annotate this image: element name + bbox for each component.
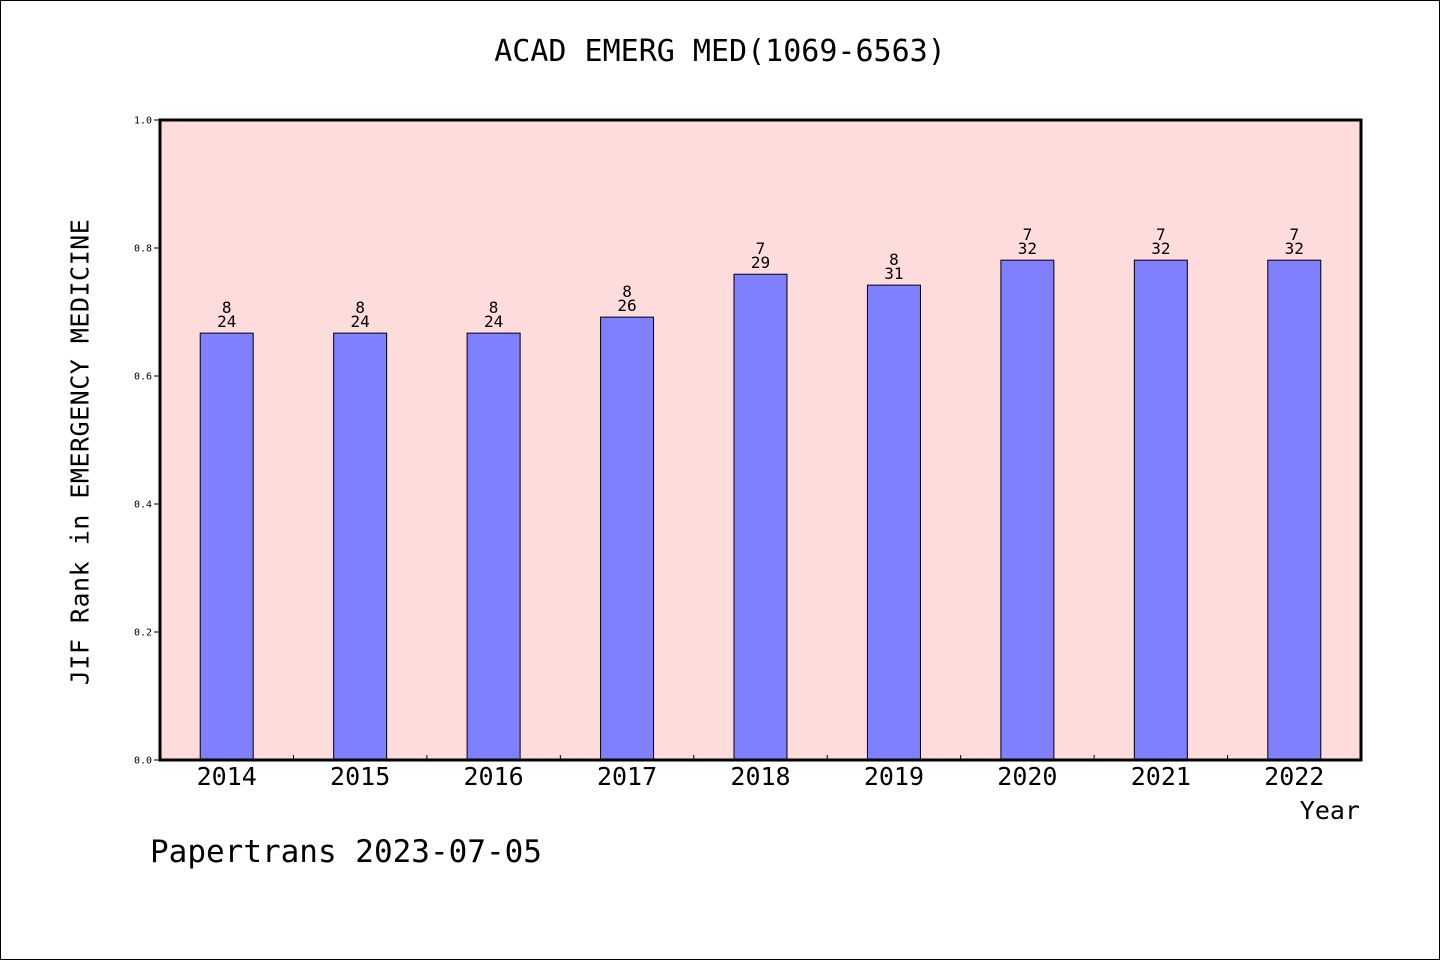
bar-label-rank: 7: [756, 239, 766, 258]
bar-label-total: 24: [484, 312, 503, 331]
y-tick-label: 0.6: [134, 372, 152, 383]
bar-2017: [600, 316, 655, 761]
bar-label-total: 24: [217, 312, 236, 331]
y-tick-label: 0.2: [134, 628, 152, 639]
bar-label-rank: 8: [889, 250, 899, 269]
bar-2016: [466, 332, 521, 761]
bar-label-rank: 8: [222, 298, 232, 317]
bar-2014: [199, 332, 254, 761]
bar-2019: [866, 284, 921, 761]
bar-2021: [1133, 259, 1188, 761]
y-tick-label: 0.4: [134, 500, 152, 511]
plot-border: [158, 118, 1363, 762]
bar-2015: [333, 332, 388, 761]
bar-label-rank: 7: [1156, 225, 1166, 244]
x-tick-label: 2020: [997, 762, 1057, 791]
bar-label-total: 32: [1151, 239, 1170, 258]
bar-label-total: 31: [884, 264, 903, 283]
y-tick-label: 0.0: [134, 756, 152, 767]
y-tick-label: 1.0: [134, 116, 152, 127]
bar-label-total: 24: [351, 312, 370, 331]
bar-2020: [1000, 259, 1055, 761]
x-tick-label: 2016: [464, 762, 524, 791]
bar-label-total: 32: [1285, 239, 1304, 258]
x-tick-label: 2022: [1264, 762, 1324, 791]
x-tick-label: 2015: [330, 762, 390, 791]
bar-label-total: 29: [751, 253, 770, 272]
bar-2022: [1267, 259, 1322, 761]
bar-label-rank: 7: [1023, 225, 1033, 244]
bar-label-rank: 7: [1289, 225, 1299, 244]
x-tick-label: 2018: [730, 762, 790, 791]
footer-watermark: Papertrans 2023-07-05: [150, 834, 542, 870]
y-tick-label: 0.8: [134, 244, 152, 255]
x-tick-label: 2017: [597, 762, 657, 791]
bar-label-rank: 8: [622, 282, 632, 301]
bar-label-rank: 8: [355, 298, 365, 317]
x-tick-label: 2014: [197, 762, 257, 791]
x-axis-label: Year: [1299, 796, 1360, 825]
x-tick-label: 2019: [864, 762, 924, 791]
bar-label-total: 26: [617, 296, 636, 315]
bar-2018: [733, 273, 788, 761]
bar-label-rank: 8: [489, 298, 499, 317]
chart-title: ACAD EMERG MED(1069-6563): [494, 34, 946, 69]
bar-label-total: 32: [1018, 239, 1037, 258]
x-tick-label: 2021: [1131, 762, 1191, 791]
